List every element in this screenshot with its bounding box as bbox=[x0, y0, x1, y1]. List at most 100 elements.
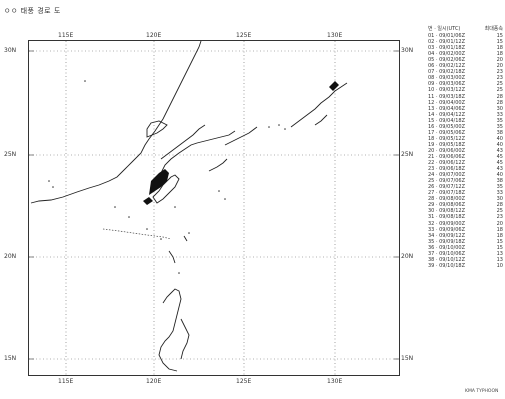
legend-row-time: 11 · 09/03/18Z bbox=[428, 93, 466, 100]
legend-row: 36 · 09/10/00Z 15 bbox=[428, 245, 503, 251]
legend-row: 16 · 09/05/00Z 35 bbox=[428, 124, 503, 130]
legend-row-time: 36 · 09/10/00Z bbox=[428, 244, 466, 251]
track-legend: 번 · 일시(UTC) 최대풍속 01 · 09/01/06Z 15 02 · 09… bbox=[428, 26, 503, 269]
legend-row-wind: 10 bbox=[496, 262, 503, 269]
coastlines bbox=[30, 41, 348, 372]
legend-row: 22 · 09/06/12Z 45 bbox=[428, 160, 503, 166]
legend-row: 09 · 09/03/06Z 25 bbox=[428, 81, 503, 87]
legend-row-wind: 20 bbox=[496, 57, 503, 64]
legend-row: 31 · 09/08/18Z 23 bbox=[428, 214, 503, 220]
legend-row: 33 · 09/09/06Z 18 bbox=[428, 227, 503, 233]
legend-row: 29 · 09/08/06Z 28 bbox=[428, 202, 503, 208]
graticule bbox=[29, 41, 399, 375]
legend-row: 07 · 09/02/18Z 23 bbox=[428, 69, 503, 75]
legend-row-time: 38 · 09/10/12Z bbox=[428, 256, 466, 263]
legend-row-time: 33 · 09/09/06Z bbox=[428, 226, 466, 233]
island-dots bbox=[48, 80, 286, 274]
legend-row-time: 21 · 09/06/06Z bbox=[428, 153, 466, 160]
legend-row-time: 16 · 09/05/00Z bbox=[428, 123, 466, 130]
lat-label-left-30: 30N bbox=[4, 47, 17, 54]
coastline-map bbox=[29, 41, 399, 375]
legend-row-wind: 33 bbox=[496, 190, 503, 197]
legend-row-wind: 35 bbox=[496, 184, 503, 191]
legend-row-wind: 35 bbox=[496, 117, 503, 124]
legend-row-time: 27 · 09/07/18Z bbox=[428, 190, 466, 197]
legend-row-wind: 33 bbox=[496, 111, 503, 118]
legend-row-wind: 25 bbox=[496, 208, 503, 215]
legend-row-time: 13 · 09/04/06Z bbox=[428, 105, 466, 112]
legend-row: 19 · 09/05/18Z 40 bbox=[428, 142, 503, 148]
legend-row-wind: 23 bbox=[496, 75, 503, 82]
legend-row-wind: 40 bbox=[496, 172, 503, 179]
legend-row: 25 · 09/07/06Z 38 bbox=[428, 178, 503, 184]
legend-row-wind: 30 bbox=[496, 196, 503, 203]
legend-row-time: 06 · 09/02/12Z bbox=[428, 63, 466, 70]
lat-label-right-25: 25N bbox=[401, 151, 414, 158]
legend-row: 14 · 09/04/12Z 33 bbox=[428, 112, 503, 118]
legend-row: 24 · 09/07/00Z 40 bbox=[428, 172, 503, 178]
legend-row: 23 · 09/06/18Z 43 bbox=[428, 166, 503, 172]
legend-row-wind: 25 bbox=[496, 81, 503, 88]
legend-row-wind: 35 bbox=[496, 123, 503, 130]
legend-row-time: 26 · 09/07/12Z bbox=[428, 184, 466, 191]
legend-row-wind: 18 bbox=[496, 51, 503, 58]
lat-label-left-20: 20N bbox=[4, 253, 17, 260]
lon-label-bottom-125: 125E bbox=[236, 378, 252, 385]
legend-row-wind: 25 bbox=[496, 87, 503, 94]
lon-label-bottom-120: 120E bbox=[146, 378, 162, 385]
legend-row-wind: 40 bbox=[496, 141, 503, 148]
legend-row-time: 04 · 09/02/00Z bbox=[428, 51, 466, 58]
legend-row: 15 · 09/04/18Z 35 bbox=[428, 118, 503, 124]
legend-rows: 01 · 09/01/06Z 15 02 · 09/01/12Z 15 03 · 09/… bbox=[428, 33, 503, 269]
legend-row-time: 39 · 09/10/18Z bbox=[428, 262, 466, 269]
legend-row-wind: 18 bbox=[496, 226, 503, 233]
lat-label-left-15: 15N bbox=[4, 355, 17, 362]
legend-row-time: 28 · 09/08/00Z bbox=[428, 196, 466, 203]
legend-row: 32 · 09/09/00Z 20 bbox=[428, 221, 503, 227]
legend-row-time: 35 · 09/09/18Z bbox=[428, 238, 466, 245]
legend-row-wind: 23 bbox=[496, 69, 503, 76]
map-frame bbox=[28, 40, 400, 376]
legend-row-wind: 13 bbox=[496, 250, 503, 257]
legend-row-time: 09 · 09/03/06Z bbox=[428, 81, 466, 88]
legend-row-wind: 20 bbox=[496, 63, 503, 70]
legend-row-wind: 43 bbox=[496, 166, 503, 173]
legend-row-time: 10 · 09/03/12Z bbox=[428, 87, 466, 94]
legend-row-wind: 18 bbox=[496, 232, 503, 239]
legend-row-wind: 40 bbox=[496, 135, 503, 142]
legend-row: 13 · 09/04/06Z 30 bbox=[428, 106, 503, 112]
lon-label-top-125: 125E bbox=[236, 32, 252, 39]
legend-row-wind: 15 bbox=[496, 39, 503, 46]
legend-header-left: 번 · 일시(UTC) bbox=[428, 26, 461, 32]
legend-row-time: 29 · 09/08/06Z bbox=[428, 202, 466, 209]
tick-marks bbox=[29, 50, 399, 360]
footer-credit: KMA TYPHOON bbox=[465, 389, 499, 394]
legend-row-wind: 30 bbox=[496, 105, 503, 112]
legend-row-wind: 15 bbox=[496, 244, 503, 251]
lat-label-left-25: 25N bbox=[4, 151, 17, 158]
legend-row-time: 02 · 09/01/12Z bbox=[428, 39, 466, 46]
legend-row-time: 08 · 09/03/00Z bbox=[428, 75, 466, 82]
legend-row: 28 · 09/08/00Z 30 bbox=[428, 196, 503, 202]
lon-label-top-130: 130E bbox=[327, 32, 343, 39]
legend-row-wind: 38 bbox=[496, 129, 503, 136]
legend-row-wind: 15 bbox=[496, 238, 503, 245]
lat-label-right-30: 30N bbox=[401, 47, 414, 54]
legend-row-wind: 28 bbox=[496, 202, 503, 209]
lon-label-bottom-130: 130E bbox=[327, 378, 343, 385]
legend-row-wind: 28 bbox=[496, 99, 503, 106]
legend-row: 03 · 09/01/18Z 18 bbox=[428, 45, 503, 51]
legend-row-time: 14 · 09/04/12Z bbox=[428, 111, 466, 118]
legend-row-time: 05 · 09/02/06Z bbox=[428, 57, 466, 64]
legend-row-wind: 28 bbox=[496, 93, 503, 100]
lat-label-right-20: 20N bbox=[401, 253, 414, 260]
legend-row: 11 · 09/03/18Z 28 bbox=[428, 94, 503, 100]
legend-row-time: 17 · 09/05/06Z bbox=[428, 129, 466, 136]
legend-row-wind: 45 bbox=[496, 160, 503, 167]
legend-row-time: 23 · 09/06/18Z bbox=[428, 166, 466, 173]
legend-row-time: 20 · 09/06/00Z bbox=[428, 147, 466, 154]
legend-row: 30 · 09/08/12Z 25 bbox=[428, 208, 503, 214]
legend-row-time: 37 · 09/10/06Z bbox=[428, 250, 466, 257]
legend-row: 26 · 09/07/12Z 35 bbox=[428, 184, 503, 190]
legend-header-right: 최대풍속 bbox=[484, 26, 503, 32]
